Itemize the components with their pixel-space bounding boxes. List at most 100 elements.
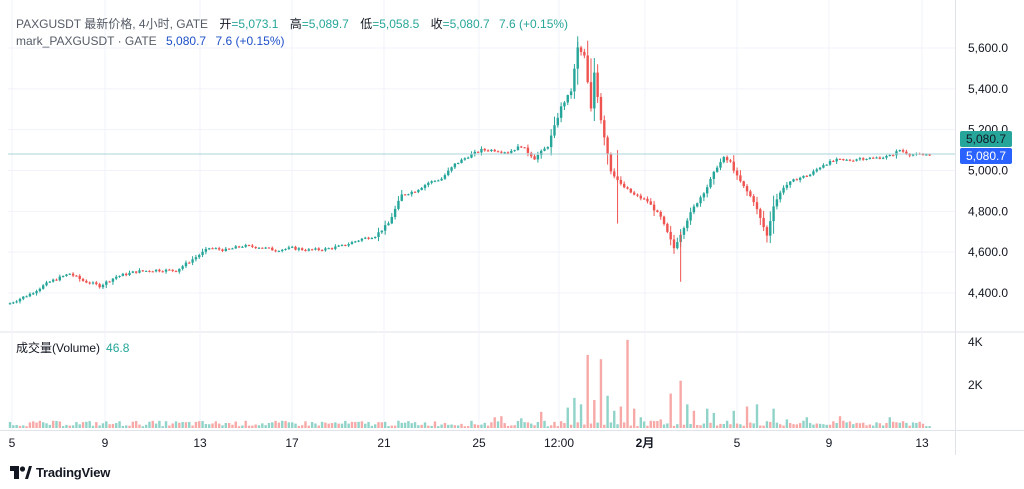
- volume-bar: [360, 421, 364, 428]
- volume-bar: [928, 426, 931, 428]
- volume-bar: [516, 421, 520, 428]
- volume-bar: [254, 424, 257, 428]
- volume-bar: [606, 395, 609, 428]
- volume-bar: [732, 410, 735, 428]
- candle-down: [141, 270, 144, 272]
- volume-bar: [194, 421, 198, 428]
- volume-bar: [553, 421, 556, 428]
- close-label: 收: [430, 17, 443, 31]
- candle-up: [327, 248, 330, 250]
- mark-value: 5,080.7: [166, 34, 207, 48]
- price-tick-label: 5,400.0: [968, 82, 1008, 96]
- volume-bar: [749, 422, 752, 428]
- candle-up: [181, 266, 184, 269]
- volume-bar: [686, 404, 689, 428]
- candle-up: [410, 191, 413, 195]
- candle-up: [676, 242, 679, 249]
- candle-down: [98, 284, 101, 288]
- candle-up: [208, 248, 211, 250]
- volume-bar: [725, 420, 729, 428]
- volume-bar: [221, 425, 224, 428]
- brand-name: TradingView: [36, 464, 111, 480]
- candle-up: [164, 269, 168, 272]
- volume-bar: [782, 425, 785, 428]
- volume-bar: [88, 421, 91, 428]
- candle-up: [354, 241, 357, 243]
- candle-down: [267, 247, 271, 249]
- volume-bar: [251, 425, 254, 428]
- last-price-tag: 5,080.7: [960, 131, 1012, 147]
- candle-down: [765, 227, 769, 236]
- candle-up: [513, 150, 516, 152]
- candle-down: [613, 171, 616, 177]
- candle-up: [772, 206, 775, 222]
- volume-bar: [679, 380, 682, 428]
- volume-bar: [699, 425, 702, 428]
- candle-up: [244, 245, 247, 247]
- candle-up: [696, 203, 699, 207]
- candle-up: [845, 159, 848, 161]
- time-tick-label: 25: [472, 436, 486, 450]
- candle-down: [891, 155, 895, 157]
- candle-up: [370, 238, 374, 240]
- candle-down: [125, 273, 128, 276]
- volume-bar: [549, 425, 553, 428]
- volume-bar: [593, 400, 596, 428]
- volume-bar: [656, 421, 659, 428]
- candle-down: [168, 269, 171, 271]
- candle-up: [556, 117, 559, 126]
- candle-up: [516, 146, 520, 151]
- volume-bar: [855, 422, 858, 428]
- volume-bar: [473, 424, 476, 428]
- volume-bar: [546, 426, 550, 428]
- candle-down: [221, 249, 224, 251]
- volume-bar: [340, 423, 344, 428]
- candle-up: [307, 249, 310, 251]
- candle-up: [473, 151, 476, 155]
- volume-bar: [815, 423, 818, 428]
- volume-bar: [805, 417, 808, 428]
- volume-bar: [476, 424, 480, 428]
- candle-down: [589, 82, 593, 109]
- volume-bar: [563, 423, 566, 428]
- volume-bar: [78, 424, 81, 428]
- volume-bar: [689, 423, 692, 428]
- volume-bar: [257, 425, 261, 428]
- candle-up: [8, 303, 12, 305]
- volume-bar: [191, 425, 194, 428]
- candle-up: [569, 91, 573, 96]
- volume-bar: [682, 424, 686, 428]
- volume-bar: [304, 421, 307, 428]
- volume-bar: [858, 423, 862, 428]
- time-tick-label: 5: [9, 436, 16, 450]
- candle-up: [257, 247, 261, 249]
- candle-down: [745, 186, 749, 192]
- candle-down: [526, 147, 530, 153]
- mark-legend: mark_PAXGUSDT · GATE 5,080.7 7.6 (+0.15%…: [16, 34, 284, 48]
- volume-bar: [121, 425, 125, 428]
- volume-bar: [330, 423, 334, 428]
- candle-up: [154, 269, 158, 272]
- candle-down: [486, 150, 490, 152]
- candle-up: [563, 102, 566, 107]
- candle-up: [105, 281, 108, 285]
- close-value: =5,080.7: [442, 17, 490, 31]
- candle-up: [101, 284, 105, 288]
- volume-bar: [65, 424, 68, 428]
- candle-down: [729, 160, 732, 162]
- candle-down: [227, 248, 231, 250]
- candle-up: [706, 187, 709, 194]
- candle-down: [330, 248, 334, 250]
- volume-bar: [466, 426, 470, 428]
- candle-up: [808, 174, 812, 177]
- candle-up: [420, 187, 423, 190]
- candle-up: [214, 248, 218, 250]
- tradingview-logo[interactable]: TradingView: [10, 464, 110, 480]
- candle-up: [911, 154, 915, 156]
- candle-up: [573, 68, 576, 92]
- symbol-title: PAXGUSDT 最新价格, 4小时, GATE: [16, 17, 209, 31]
- volume-tick-label: 4K: [968, 335, 983, 349]
- volume-bar: [284, 420, 287, 428]
- volume-bar: [483, 422, 486, 428]
